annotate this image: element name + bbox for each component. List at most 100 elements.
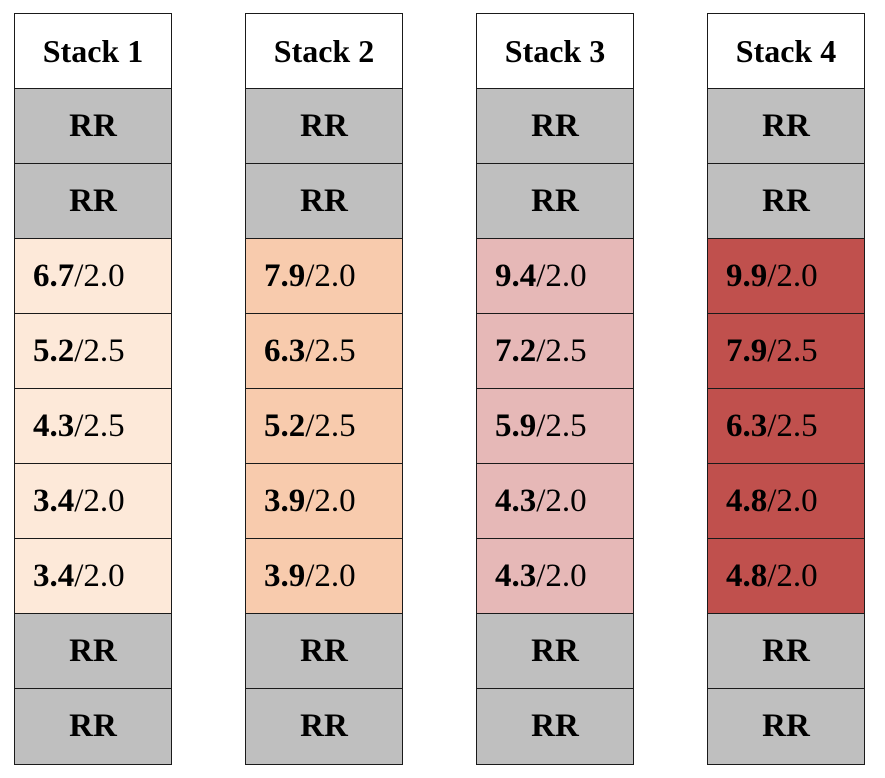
primary-value: 7.2: [495, 332, 537, 369]
primary-value: 4.8: [726, 482, 768, 519]
value-separator: /: [536, 482, 546, 519]
value-separator: /: [305, 257, 315, 294]
primary-value: 6.3: [726, 407, 768, 444]
value-separator: /: [74, 407, 84, 444]
value-separator: /: [74, 257, 84, 294]
primary-value: 3.4: [33, 557, 75, 594]
value-separator: /: [305, 482, 315, 519]
value-separator: /: [536, 332, 546, 369]
primary-value: 3.9: [264, 482, 306, 519]
value-separator: /: [305, 332, 315, 369]
rr-cell: RR: [246, 614, 402, 689]
value-cell: 3.9/2.0: [246, 464, 402, 539]
rr-cell: RR: [708, 614, 864, 689]
value-cell: 4.3/2.0: [477, 464, 633, 539]
value-separator: /: [767, 482, 777, 519]
rr-cell: RR: [15, 614, 171, 689]
value-cell: 9.9/2.0: [708, 239, 864, 314]
rr-cell: RR: [708, 689, 864, 764]
value-cell: 4.3/2.0: [477, 539, 633, 614]
secondary-value: 2.5: [314, 332, 356, 369]
primary-value: 7.9: [264, 257, 306, 294]
secondary-value: 2.5: [545, 332, 587, 369]
value-cell: 5.2/2.5: [15, 314, 171, 389]
value-cell: 3.4/2.0: [15, 464, 171, 539]
secondary-value: 2.0: [776, 557, 818, 594]
rr-cell: RR: [15, 164, 171, 239]
primary-value: 5.2: [33, 332, 75, 369]
value-cell: 4.8/2.0: [708, 539, 864, 614]
primary-value: 5.2: [264, 407, 306, 444]
secondary-value: 2.0: [83, 257, 125, 294]
rr-cell: RR: [15, 689, 171, 764]
primary-value: 9.9: [726, 257, 768, 294]
value-cell: 4.8/2.0: [708, 464, 864, 539]
rr-cell: RR: [246, 689, 402, 764]
rr-cell: RR: [477, 689, 633, 764]
secondary-value: 2.5: [83, 332, 125, 369]
secondary-value: 2.5: [776, 332, 818, 369]
primary-value: 4.3: [495, 482, 537, 519]
primary-value: 4.3: [33, 407, 75, 444]
primary-value: 7.9: [726, 332, 768, 369]
value-cell: 9.4/2.0: [477, 239, 633, 314]
secondary-value: 2.0: [776, 482, 818, 519]
stack-3: Stack 3 RR RR 9.4/2.0 7.2/2.5 5.9/2.5 4.3/2.0 4…: [476, 13, 634, 765]
stack-title: Stack 3: [477, 14, 633, 89]
primary-value: 4.3: [495, 557, 537, 594]
secondary-value: 2.0: [314, 557, 356, 594]
secondary-value: 2.0: [314, 482, 356, 519]
primary-value: 6.3: [264, 332, 306, 369]
secondary-value: 2.0: [545, 482, 587, 519]
secondary-value: 2.0: [83, 482, 125, 519]
stack-1: Stack 1 RR RR 6.7/2.0 5.2/2.5 4.3/2.5 3.4/2.0 3…: [14, 13, 172, 765]
secondary-value: 2.0: [314, 257, 356, 294]
value-cell: 5.2/2.5: [246, 389, 402, 464]
secondary-value: 2.0: [776, 257, 818, 294]
value-separator: /: [74, 482, 84, 519]
primary-value: 5.9: [495, 407, 537, 444]
value-separator: /: [767, 407, 777, 444]
value-cell: 3.9/2.0: [246, 539, 402, 614]
value-cell: 7.9/2.5: [708, 314, 864, 389]
rr-cell: RR: [477, 89, 633, 164]
value-separator: /: [536, 407, 546, 444]
value-separator: /: [74, 557, 84, 594]
stack-title: Stack 1: [15, 14, 171, 89]
secondary-value: 2.5: [314, 407, 356, 444]
secondary-value: 2.0: [83, 557, 125, 594]
value-cell: 6.3/2.5: [708, 389, 864, 464]
value-separator: /: [767, 332, 777, 369]
rr-cell: RR: [477, 614, 633, 689]
primary-value: 9.4: [495, 257, 537, 294]
value-cell: 4.3/2.5: [15, 389, 171, 464]
secondary-value: 2.0: [545, 557, 587, 594]
value-cell: 3.4/2.0: [15, 539, 171, 614]
value-cell: 6.3/2.5: [246, 314, 402, 389]
value-separator: /: [305, 557, 315, 594]
value-cell: 6.7/2.0: [15, 239, 171, 314]
rr-cell: RR: [15, 89, 171, 164]
secondary-value: 2.5: [545, 407, 587, 444]
value-separator: /: [767, 557, 777, 594]
stack-title: Stack 2: [246, 14, 402, 89]
primary-value: 3.4: [33, 482, 75, 519]
rr-cell: RR: [246, 89, 402, 164]
stack-4: Stack 4 RR RR 9.9/2.0 7.9/2.5 6.3/2.5 4.8/2.0 4…: [707, 13, 865, 765]
secondary-value: 2.0: [545, 257, 587, 294]
value-separator: /: [305, 407, 315, 444]
value-cell: 7.2/2.5: [477, 314, 633, 389]
value-separator: /: [536, 557, 546, 594]
primary-value: 4.8: [726, 557, 768, 594]
primary-value: 3.9: [264, 557, 306, 594]
primary-value: 6.7: [33, 257, 75, 294]
value-separator: /: [74, 332, 84, 369]
value-separator: /: [536, 257, 546, 294]
value-cell: 7.9/2.0: [246, 239, 402, 314]
rr-cell: RR: [477, 164, 633, 239]
value-cell: 5.9/2.5: [477, 389, 633, 464]
value-separator: /: [767, 257, 777, 294]
secondary-value: 2.5: [83, 407, 125, 444]
stack-2: Stack 2 RR RR 7.9/2.0 6.3/2.5 5.2/2.5 3.9/2.0 3…: [245, 13, 403, 765]
rr-cell: RR: [246, 164, 402, 239]
